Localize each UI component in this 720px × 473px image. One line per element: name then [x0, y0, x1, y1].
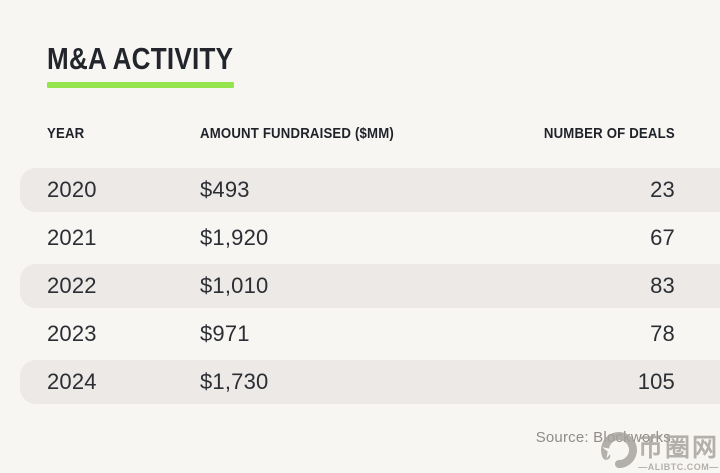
amount-cell: $493	[200, 177, 250, 202]
deals-cell: 78	[650, 321, 675, 346]
column-header-amount: AMOUNT FUNDRAISED ($MM)	[200, 125, 394, 142]
year-cell: 2021	[47, 225, 97, 250]
table-row: 2020 $493 23	[20, 168, 720, 212]
watermark: 币圈网 —ALIBTC.COM—	[594, 425, 719, 472]
amount-cell: $971	[200, 321, 250, 346]
watermark-text-block: 币圈网 —ALIBTC.COM—	[638, 436, 719, 472]
year-cell: 2024	[47, 369, 97, 394]
table-row: 2021 $1,920 67	[20, 216, 720, 260]
amount-cell: $1,730	[200, 369, 269, 394]
table-body: 2020 $493 23 2021 $1,920 67 2022 $1,010 …	[20, 168, 720, 408]
year-cell: 2020	[47, 177, 97, 202]
column-header-deals: NUMBER OF DEALS	[544, 125, 675, 142]
deals-cell: 67	[650, 225, 675, 250]
table-row: 2022 $1,010 83	[20, 264, 720, 308]
column-header-year: YEAR	[47, 125, 85, 142]
amount-cell: $1,920	[200, 225, 269, 250]
deals-cell: 105	[637, 369, 675, 394]
year-cell: 2022	[47, 273, 97, 298]
watermark-cn-text: 币圈网	[637, 434, 719, 462]
table-row: 2023 $971 78	[20, 312, 720, 356]
source-attribution: Source: Blockworks	[535, 429, 671, 446]
coin-swirl-logo-icon	[594, 425, 642, 473]
amount-cell: $1,010	[200, 273, 269, 298]
table-header-row: YEAR AMOUNT FUNDRAISED ($MM) NUMBER OF D…	[20, 125, 720, 142]
table-row: 2024 $1,730 105	[20, 360, 720, 404]
deals-cell: 83	[650, 273, 675, 298]
watermark-domain-text: —ALIBTC.COM—	[638, 462, 719, 472]
year-cell: 2023	[47, 321, 97, 346]
deals-cell: 23	[650, 177, 675, 202]
title-accent-underline	[47, 82, 234, 88]
page-title: M&A ACTIVITY	[47, 41, 234, 76]
